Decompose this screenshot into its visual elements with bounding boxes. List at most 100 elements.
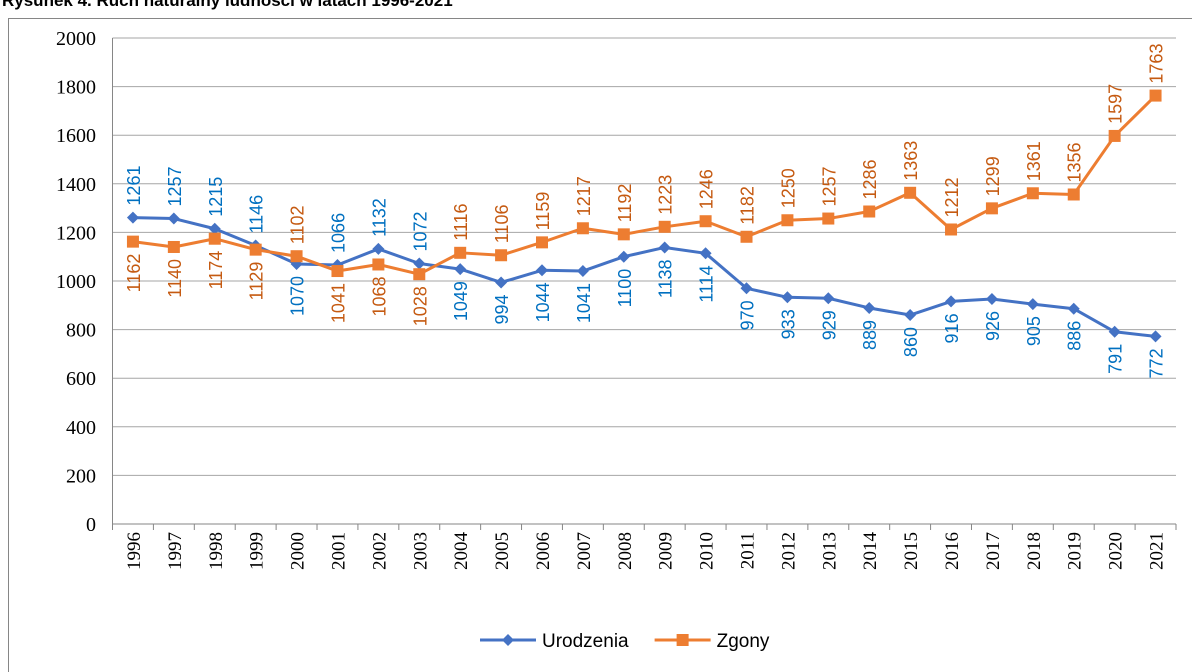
data-label: 1217 bbox=[574, 176, 594, 216]
data-label: 1140 bbox=[165, 259, 185, 298]
data-label: 1132 bbox=[369, 198, 389, 237]
y-tick-label: 0 bbox=[86, 514, 96, 536]
data-point bbox=[167, 212, 180, 225]
data-point bbox=[372, 242, 385, 255]
data-point bbox=[1149, 89, 1162, 102]
x-tick-label: 2015 bbox=[901, 532, 922, 570]
data-point bbox=[1026, 187, 1039, 200]
data-point bbox=[208, 222, 221, 235]
series-line bbox=[132, 94, 1157, 276]
legend-marker bbox=[502, 634, 514, 646]
data-point bbox=[863, 301, 876, 314]
x-tick-label: 1998 bbox=[206, 532, 227, 570]
data-point bbox=[822, 292, 835, 305]
data-label: 1070 bbox=[288, 276, 308, 316]
data-label: 886 bbox=[1065, 321, 1085, 351]
data-label: 905 bbox=[1024, 316, 1044, 346]
data-label: 926 bbox=[983, 311, 1003, 341]
x-tick-label: 2012 bbox=[778, 532, 799, 570]
data-point bbox=[576, 222, 589, 235]
data-label: 1182 bbox=[738, 186, 758, 225]
x-tick-label: 2021 bbox=[1147, 532, 1168, 570]
x-tick-label: 2019 bbox=[1065, 532, 1086, 570]
x-tick-label: 2000 bbox=[288, 532, 309, 570]
x-tick-label: 2002 bbox=[369, 532, 390, 570]
data-label: 1100 bbox=[615, 269, 635, 308]
data-point bbox=[822, 212, 835, 225]
data-point bbox=[904, 309, 917, 322]
x-tick-label: 2004 bbox=[451, 532, 472, 571]
x-tick-label: 2008 bbox=[615, 532, 636, 570]
chart-title: Rysunek 4. Ruch naturalny ludności w lat… bbox=[2, 0, 453, 10]
data-label: 1192 bbox=[615, 184, 635, 223]
data-point bbox=[1108, 325, 1121, 338]
data-point bbox=[740, 282, 753, 295]
x-tick-label: 2018 bbox=[1024, 532, 1045, 570]
data-label: 1106 bbox=[492, 205, 512, 244]
data-label: 1215 bbox=[206, 177, 226, 217]
data-point bbox=[249, 243, 262, 256]
data-label: 1159 bbox=[533, 192, 553, 231]
data-label: 1138 bbox=[656, 259, 676, 298]
data-point bbox=[1149, 330, 1162, 343]
data-label: 1114 bbox=[697, 265, 717, 302]
data-point bbox=[454, 263, 467, 276]
x-tick-label: 1996 bbox=[124, 532, 145, 570]
x-tick-label: 2006 bbox=[533, 532, 554, 570]
x-tick-label: 2007 bbox=[574, 532, 595, 570]
y-tick-label: 200 bbox=[66, 465, 96, 487]
data-label: 791 bbox=[1106, 344, 1126, 374]
data-label: 1246 bbox=[697, 169, 717, 209]
data-label: 1250 bbox=[778, 168, 798, 208]
data-label: 1174 bbox=[206, 251, 226, 290]
data-label: 933 bbox=[778, 309, 798, 339]
legend-label: Zgony bbox=[717, 631, 770, 652]
data-label: 772 bbox=[1147, 348, 1167, 378]
data-point bbox=[290, 250, 303, 263]
data-point bbox=[985, 202, 998, 215]
y-tick-label: 800 bbox=[66, 320, 96, 342]
data-label: 1597 bbox=[1106, 84, 1126, 124]
data-point bbox=[413, 268, 426, 281]
data-label: 1146 bbox=[247, 195, 267, 234]
data-label: 1129 bbox=[247, 262, 267, 301]
x-tick-label: 2014 bbox=[860, 532, 881, 571]
data-point bbox=[985, 292, 998, 305]
data-point bbox=[1026, 298, 1039, 311]
chart-border bbox=[8, 18, 1192, 672]
data-label: 994 bbox=[492, 294, 512, 324]
data-point bbox=[699, 215, 712, 228]
data-label: 1068 bbox=[369, 276, 389, 316]
data-point bbox=[945, 223, 958, 236]
data-point bbox=[167, 240, 180, 253]
data-point bbox=[658, 220, 671, 233]
legend-marker bbox=[676, 634, 689, 646]
data-label: 1363 bbox=[901, 141, 921, 181]
legend-label: Urodzenia bbox=[542, 631, 629, 652]
y-tick-label: 1800 bbox=[56, 77, 96, 99]
x-tick-label: 2003 bbox=[410, 532, 431, 570]
data-label: 1223 bbox=[656, 175, 676, 215]
x-tick-label: 2009 bbox=[656, 532, 677, 570]
data-point bbox=[208, 232, 221, 245]
data-point bbox=[863, 205, 876, 218]
y-tick-label: 1600 bbox=[56, 125, 96, 147]
data-point bbox=[904, 186, 917, 199]
y-tick-label: 400 bbox=[66, 417, 96, 439]
data-point bbox=[617, 228, 630, 241]
data-point bbox=[413, 257, 426, 270]
data-label: 1257 bbox=[165, 167, 185, 207]
data-label: 860 bbox=[901, 327, 921, 357]
x-tick-label: 2001 bbox=[328, 532, 349, 570]
data-point bbox=[535, 264, 548, 277]
data-point bbox=[454, 246, 467, 259]
data-point bbox=[740, 230, 753, 243]
data-point bbox=[495, 249, 508, 262]
data-label: 1299 bbox=[983, 156, 1003, 196]
x-tick-label: 2005 bbox=[492, 532, 513, 570]
data-label: 1257 bbox=[819, 167, 839, 207]
x-tick-label: 1997 bbox=[165, 532, 186, 570]
data-point bbox=[576, 265, 589, 278]
data-label: 1212 bbox=[942, 177, 962, 217]
data-point bbox=[1067, 302, 1080, 315]
